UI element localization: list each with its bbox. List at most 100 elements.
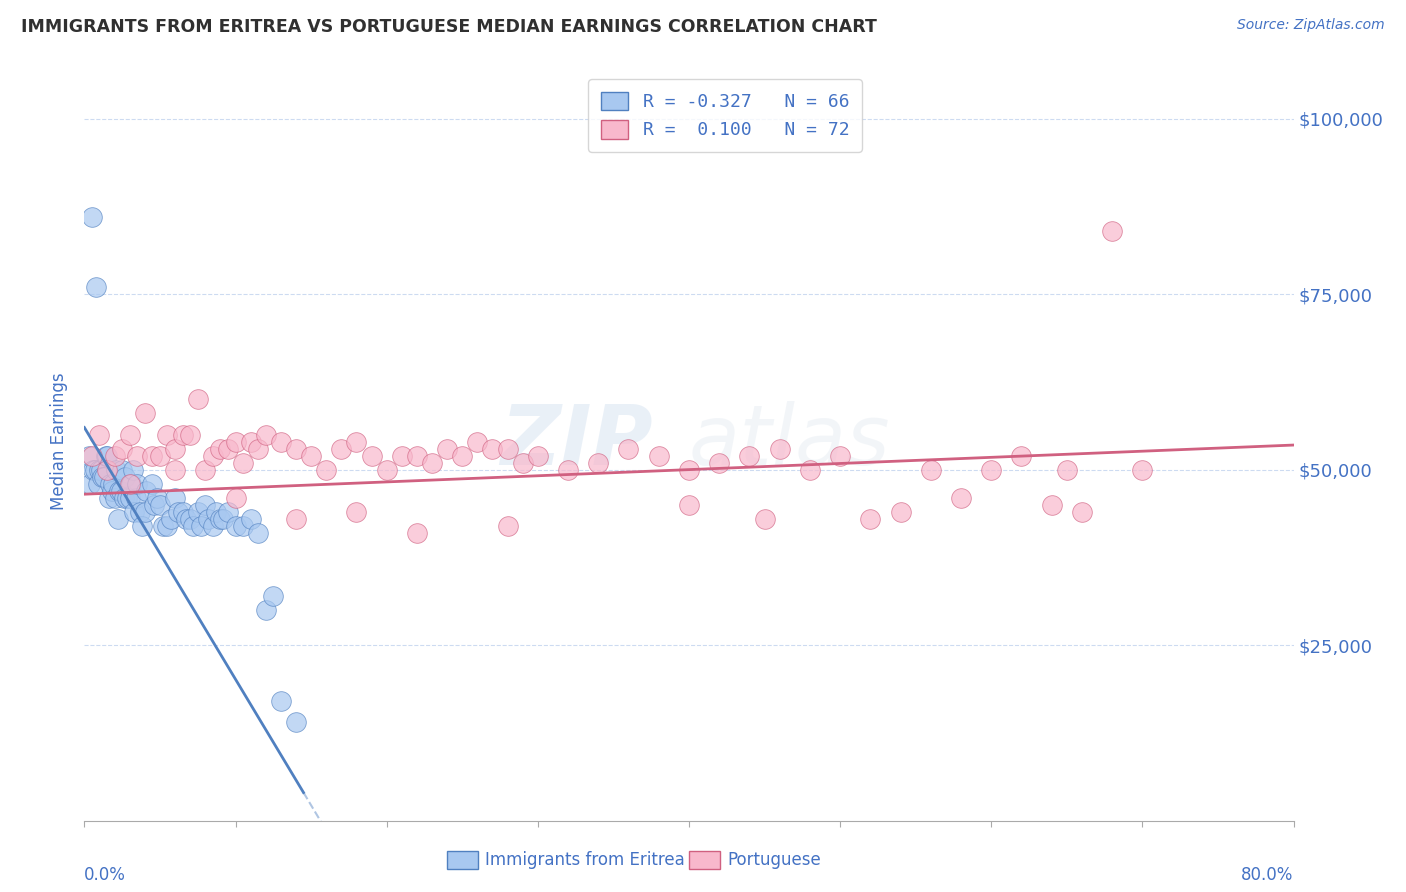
Point: [247, 525, 270, 540]
Point: [247, 442, 270, 456]
Point: [89, 462, 111, 476]
Point: [254, 427, 277, 442]
Point: [420, 456, 443, 470]
Point: [262, 589, 284, 603]
Text: ZIP: ZIP: [501, 401, 652, 482]
Point: [135, 483, 157, 498]
Point: [146, 491, 169, 505]
Point: [115, 491, 138, 505]
Point: [738, 449, 761, 463]
Point: [172, 427, 194, 442]
Point: [114, 469, 136, 483]
Point: [239, 512, 262, 526]
Point: [375, 462, 398, 476]
Point: [346, 434, 368, 449]
Text: Source: ZipAtlas.com: Source: ZipAtlas.com: [1237, 18, 1385, 32]
Point: [1101, 224, 1123, 238]
Legend: R = -0.327   N = 66, R =  0.100   N = 72: R = -0.327 N = 66, R = 0.100 N = 72: [589, 79, 862, 152]
Point: [77, 449, 100, 463]
Point: [217, 505, 239, 519]
Point: [134, 505, 156, 519]
Point: [111, 442, 134, 456]
Text: 80.0%: 80.0%: [1241, 866, 1294, 884]
Point: [330, 442, 353, 456]
Point: [588, 456, 610, 470]
Point: [315, 462, 337, 476]
Point: [360, 449, 382, 463]
Point: [118, 491, 141, 505]
Point: [406, 525, 429, 540]
Point: [1040, 498, 1063, 512]
Point: [436, 442, 458, 456]
Point: [87, 476, 110, 491]
Point: [406, 449, 429, 463]
Point: [527, 449, 550, 463]
Point: [920, 462, 942, 476]
Point: [830, 449, 852, 463]
Point: [80, 449, 103, 463]
Point: [205, 505, 228, 519]
Point: [167, 505, 190, 519]
Point: [105, 462, 128, 476]
Point: [134, 407, 156, 421]
Point: [648, 449, 671, 463]
Point: [104, 449, 127, 463]
Point: [194, 498, 217, 512]
Point: [950, 491, 973, 505]
Point: [285, 715, 308, 730]
Point: [107, 512, 129, 526]
Point: [121, 462, 143, 476]
Text: Immigrants from Eritrea: Immigrants from Eritrea: [485, 851, 685, 869]
Point: [496, 442, 519, 456]
Point: [1011, 449, 1033, 463]
Point: [142, 498, 165, 512]
Point: [197, 512, 219, 526]
Point: [232, 456, 254, 470]
Point: [799, 462, 821, 476]
Point: [86, 280, 108, 294]
Point: [141, 449, 163, 463]
Point: [80, 210, 103, 224]
Point: [110, 483, 132, 498]
Point: [118, 476, 141, 491]
Point: [93, 469, 115, 483]
Point: [481, 442, 503, 456]
Point: [90, 462, 112, 476]
Point: [212, 512, 235, 526]
Point: [225, 491, 247, 505]
Point: [270, 694, 292, 708]
Point: [179, 512, 201, 526]
Point: [239, 434, 262, 449]
Point: [165, 442, 187, 456]
Point: [201, 449, 224, 463]
Point: [79, 476, 101, 491]
Point: [225, 518, 247, 533]
Text: atlas: atlas: [689, 401, 890, 482]
Point: [97, 491, 120, 505]
Point: [1132, 462, 1154, 476]
Point: [152, 518, 174, 533]
Point: [94, 449, 117, 463]
Point: [100, 483, 122, 498]
Point: [1071, 505, 1094, 519]
Point: [451, 449, 474, 463]
Point: [678, 462, 700, 476]
Point: [118, 427, 141, 442]
Point: [980, 462, 1002, 476]
Point: [174, 512, 197, 526]
Point: [96, 462, 118, 476]
Point: [108, 483, 131, 498]
Point: [131, 518, 153, 533]
Point: [89, 427, 111, 442]
Point: [129, 505, 152, 519]
Point: [217, 442, 239, 456]
Text: Portuguese: Portuguese: [727, 851, 821, 869]
Point: [859, 512, 882, 526]
Point: [165, 491, 187, 505]
Point: [232, 518, 254, 533]
Point: [346, 505, 368, 519]
Point: [82, 462, 104, 476]
Point: [254, 603, 277, 617]
Point: [187, 392, 209, 407]
Point: [141, 476, 163, 491]
